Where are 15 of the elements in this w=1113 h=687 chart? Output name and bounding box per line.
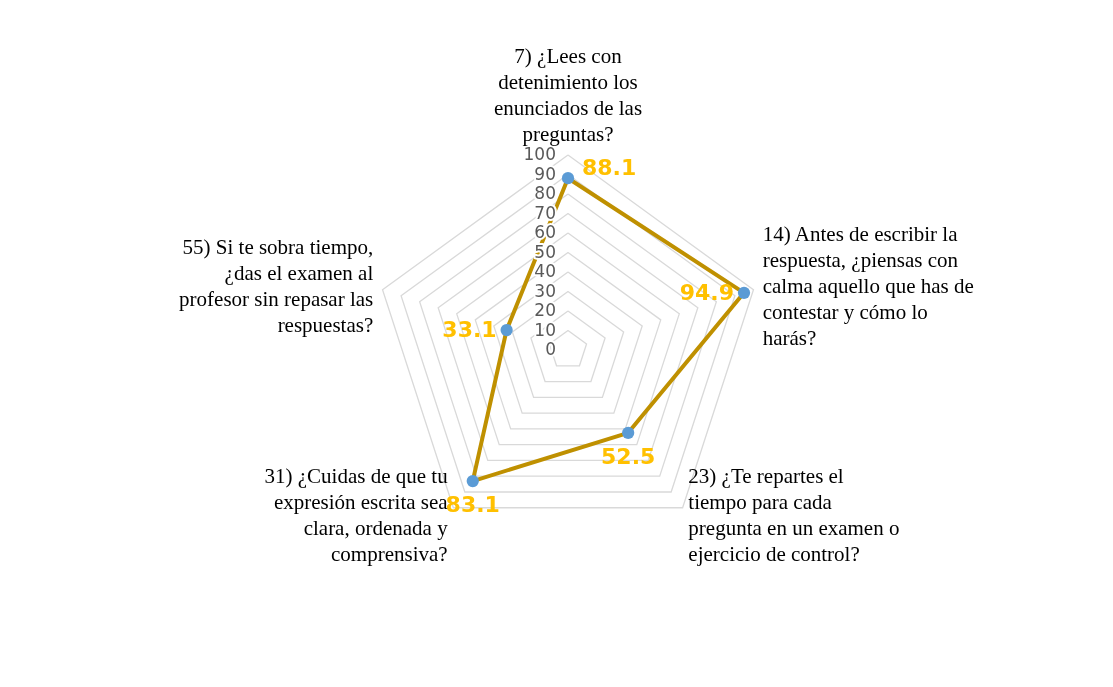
spoke-label: 7) ¿Lees con detenimiento los enunciados de las preguntas? (493, 44, 643, 147)
data-label: 52.5 (601, 443, 656, 469)
y-tick-label: 0 (545, 339, 556, 359)
y-tick-label: 20 (534, 300, 556, 320)
y-tick-label: 10 (534, 319, 556, 340)
spoke-label: 55) Si te sobra tiempo, ¿das el examen al profesor sin repasar las respuestas? (179, 234, 374, 337)
spoke-label: 23) ¿Te repartes el tiempo para cada pregunta en un examen o ejercicio de control? (688, 463, 900, 566)
y-tick-label: 80 (534, 183, 556, 203)
spoke-label: 14) Antes de escribir la respuesta, ¿piensas con calma aquello que has de contestar y cómo lo harás? (762, 221, 974, 350)
y-tick-label: 90 (534, 163, 556, 184)
data-label: 88.1 (582, 155, 637, 181)
data-label: 33.1 (442, 317, 497, 343)
y-tick-label: 30 (534, 280, 556, 301)
data-label: 94.9 (679, 279, 734, 305)
y-tick-label: 40 (534, 261, 556, 281)
